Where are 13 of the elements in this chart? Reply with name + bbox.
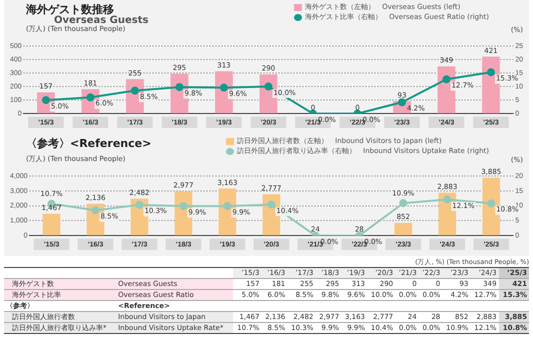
chart-title: 海外ゲスト数推移 — [26, 2, 114, 16]
chart-subtitle: Overseas Guests — [54, 15, 148, 26]
point — [135, 200, 144, 209]
point — [223, 202, 232, 210]
point — [443, 196, 452, 204]
bar — [42, 214, 60, 236]
point — [179, 202, 188, 210]
bar — [394, 222, 412, 236]
point — [267, 200, 276, 209]
point — [399, 199, 408, 208]
point — [487, 199, 496, 208]
chart-title: 〈参考〉<Reference> — [26, 136, 152, 151]
point — [91, 206, 100, 214]
